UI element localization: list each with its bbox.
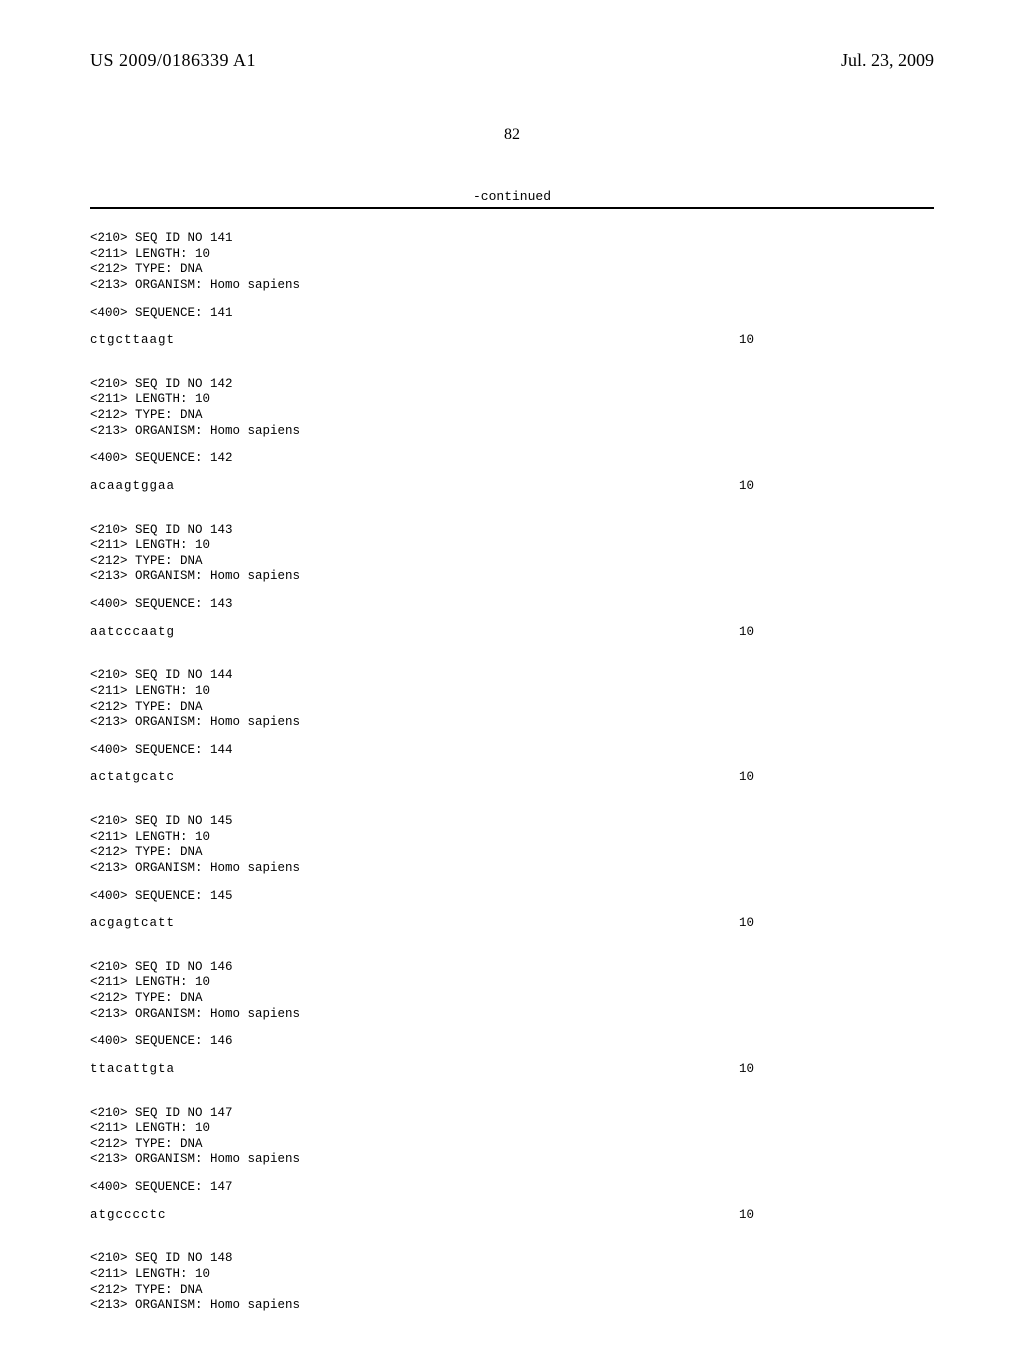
seq-type-line: <212> TYPE: DNA [90,1283,934,1299]
sequence-block: <210> SEQ ID NO 144<211> LENGTH: 10<212>… [90,668,934,786]
sequence-data-line: acgagtcatt 10 [90,916,934,932]
sequence-length-annot: 10 [739,770,934,786]
sequence-header: <210> SEQ ID NO 143<211> LENGTH: 10<212>… [90,523,934,586]
sequence-header: <210> SEQ ID NO 147<211> LENGTH: 10<212>… [90,1106,934,1169]
sequence-length-annot: 10 [739,625,934,641]
sequence-length-annot: 10 [739,479,934,495]
sequence-text: acgagtcatt [90,916,175,932]
sequence-block: <210> SEQ ID NO 145<211> LENGTH: 10<212>… [90,814,934,932]
seq-length-line: <211> LENGTH: 10 [90,830,934,846]
sequence-text: aatcccaatg [90,625,175,641]
seq-organism-line: <213> ORGANISM: Homo sapiens [90,569,934,585]
sequence-listing: <210> SEQ ID NO 141<211> LENGTH: 10<212>… [90,231,934,1314]
sequence-block: <210> SEQ ID NO 143<211> LENGTH: 10<212>… [90,523,934,641]
seq-length-line: <211> LENGTH: 10 [90,392,934,408]
seq-length-line: <211> LENGTH: 10 [90,1267,934,1283]
sequence-data-line: acaagtggaa 10 [90,479,934,495]
seq-type-line: <212> TYPE: DNA [90,700,934,716]
sequence-label-line: <400> SEQUENCE: 145 [90,889,934,905]
seq-id-line: <210> SEQ ID NO 148 [90,1251,934,1267]
seq-type-line: <212> TYPE: DNA [90,262,934,278]
sequence-data-line: ttacattgta 10 [90,1062,934,1078]
sequence-text: actatgcatc [90,770,175,786]
seq-id-line: <210> SEQ ID NO 142 [90,377,934,393]
sequence-length-annot: 10 [739,1062,934,1078]
sequence-header: <210> SEQ ID NO 145<211> LENGTH: 10<212>… [90,814,934,877]
seq-organism-line: <213> ORGANISM: Homo sapiens [90,278,934,294]
sequence-label-line: <400> SEQUENCE: 147 [90,1180,934,1196]
seq-id-line: <210> SEQ ID NO 143 [90,523,934,539]
seq-organism-line: <213> ORGANISM: Homo sapiens [90,1152,934,1168]
divider [90,207,934,209]
seq-length-line: <211> LENGTH: 10 [90,247,934,263]
sequence-text: ctgcttaagt [90,333,175,349]
sequence-label-line: <400> SEQUENCE: 146 [90,1034,934,1050]
seq-id-line: <210> SEQ ID NO 144 [90,668,934,684]
sequence-text: acaagtggaa [90,479,175,495]
seq-length-line: <211> LENGTH: 10 [90,975,934,991]
sequence-label-line: <400> SEQUENCE: 141 [90,306,934,322]
sequence-block: <210> SEQ ID NO 142<211> LENGTH: 10<212>… [90,377,934,495]
sequence-text: ttacattgta [90,1062,175,1078]
seq-organism-line: <213> ORGANISM: Homo sapiens [90,1007,934,1023]
sequence-text: atgcccctc [90,1208,167,1224]
publication-number: US 2009/0186339 A1 [90,50,256,71]
sequence-header: <210> SEQ ID NO 142<211> LENGTH: 10<212>… [90,377,934,440]
sequence-block: <210> SEQ ID NO 148<211> LENGTH: 10<212>… [90,1251,934,1314]
seq-id-line: <210> SEQ ID NO 145 [90,814,934,830]
sequence-block: <210> SEQ ID NO 141<211> LENGTH: 10<212>… [90,231,934,349]
seq-id-line: <210> SEQ ID NO 141 [90,231,934,247]
seq-organism-line: <213> ORGANISM: Homo sapiens [90,424,934,440]
sequence-data-line: aatcccaatg 10 [90,625,934,641]
seq-organism-line: <213> ORGANISM: Homo sapiens [90,715,934,731]
seq-type-line: <212> TYPE: DNA [90,408,934,424]
sequence-header: <210> SEQ ID NO 141<211> LENGTH: 10<212>… [90,231,934,294]
sequence-data-line: actatgcatc 10 [90,770,934,786]
continued-label: -continued [90,189,934,204]
seq-length-line: <211> LENGTH: 10 [90,1121,934,1137]
sequence-label-line: <400> SEQUENCE: 144 [90,743,934,759]
sequence-header: <210> SEQ ID NO 146<211> LENGTH: 10<212>… [90,960,934,1023]
seq-id-line: <210> SEQ ID NO 147 [90,1106,934,1122]
sequence-length-annot: 10 [739,333,934,349]
seq-length-line: <211> LENGTH: 10 [90,538,934,554]
sequence-data-line: atgcccctc 10 [90,1208,934,1224]
sequence-block: <210> SEQ ID NO 147<211> LENGTH: 10<212>… [90,1106,934,1224]
seq-organism-line: <213> ORGANISM: Homo sapiens [90,1298,934,1314]
sequence-header: <210> SEQ ID NO 148<211> LENGTH: 10<212>… [90,1251,934,1314]
publication-date: Jul. 23, 2009 [841,50,934,71]
seq-type-line: <212> TYPE: DNA [90,845,934,861]
sequence-block: <210> SEQ ID NO 146<211> LENGTH: 10<212>… [90,960,934,1078]
page-number: 82 [90,126,934,144]
seq-type-line: <212> TYPE: DNA [90,554,934,570]
sequence-data-line: ctgcttaagt 10 [90,333,934,349]
seq-type-line: <212> TYPE: DNA [90,991,934,1007]
sequence-label-line: <400> SEQUENCE: 142 [90,451,934,467]
page-container: US 2009/0186339 A1 Jul. 23, 2009 82 -con… [0,0,1024,1360]
sequence-length-annot: 10 [739,916,934,932]
sequence-label-line: <400> SEQUENCE: 143 [90,597,934,613]
sequence-header: <210> SEQ ID NO 144<211> LENGTH: 10<212>… [90,668,934,731]
seq-id-line: <210> SEQ ID NO 146 [90,960,934,976]
seq-length-line: <211> LENGTH: 10 [90,684,934,700]
sequence-length-annot: 10 [739,1208,934,1224]
seq-type-line: <212> TYPE: DNA [90,1137,934,1153]
page-header: US 2009/0186339 A1 Jul. 23, 2009 [90,50,934,71]
seq-organism-line: <213> ORGANISM: Homo sapiens [90,861,934,877]
